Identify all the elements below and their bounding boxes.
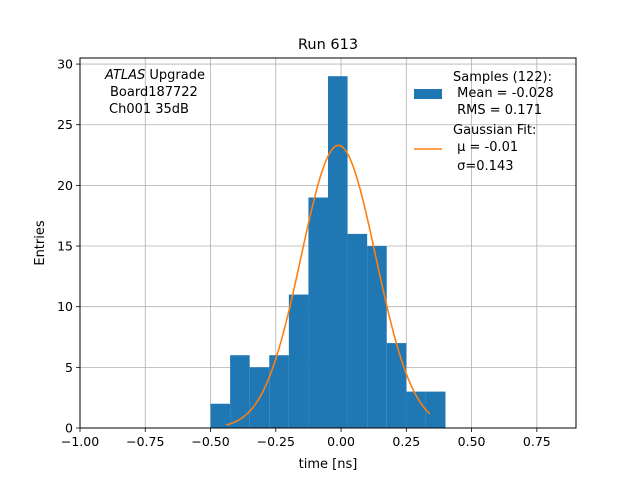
histogram-bar-0: [210, 403, 231, 428]
legend-histogram-line-3: RMS = 0.171: [453, 103, 542, 118]
histogram-bar-10: [406, 391, 426, 428]
y-tick-label-3: 15: [57, 239, 73, 254]
x-tick-label-5: 0.25: [392, 434, 420, 449]
y-tick-label-6: 30: [57, 57, 73, 72]
histogram-bar-9: [386, 343, 407, 428]
histogram-bar-3: [269, 355, 289, 428]
annotation-line-2: Board187722: [110, 85, 198, 100]
x-axis-label: time [ns]: [299, 457, 358, 472]
chart-title: Run 613: [298, 37, 358, 53]
y-tick-label-0: 0: [65, 421, 73, 436]
y-tick-label-5: 25: [57, 117, 73, 132]
x-tick-label-4: 0.00: [327, 434, 355, 449]
histogram-bar-8: [367, 246, 387, 428]
legend-fit-line-3: σ=0.143: [453, 159, 513, 174]
x-tick-label-1: −0.75: [126, 434, 164, 449]
x-tick-label-3: −0.25: [257, 434, 295, 449]
annotation-line-3: Ch001 35dB: [109, 102, 189, 117]
x-tick-label-2: −0.50: [191, 434, 229, 449]
legend: Samples (122): Mean = -0.028 RMS = 0.171…: [414, 70, 554, 174]
gaussian-fit: [225, 144, 431, 426]
annotation-atlas: ATLAS: [104, 68, 145, 83]
y-axis-label: Entries: [33, 220, 48, 266]
histogram-bar-1: [230, 355, 250, 428]
x-tick-label-6: 0.50: [458, 434, 486, 449]
histogram-bar-11: [425, 391, 446, 428]
y-tick-label-2: 10: [57, 299, 73, 314]
legend-histogram-line-1: Samples (122):: [453, 70, 552, 85]
x-tick-label-7: 0.75: [523, 434, 551, 449]
histogram-bars: [210, 76, 446, 429]
legend-fit-line-1: Gaussian Fit:: [453, 123, 536, 138]
histogram-bar-6: [328, 76, 348, 429]
annotation-line-1: ATLAS Upgrade: [104, 68, 205, 83]
y-tick-label-4: 20: [57, 178, 73, 193]
annotation-text: ATLAS Upgrade Board187722 Ch001 35dB: [104, 68, 205, 117]
x-axis-ticks: −1.00 −0.75 −0.50 −0.25 0.00 0.25 0.50 0.75: [61, 428, 551, 449]
legend-histogram-swatch: [414, 89, 442, 99]
y-tick-label-1: 5: [65, 360, 73, 375]
plot-frame: [79, 57, 577, 429]
x-tick-label-0: −1.00: [61, 434, 99, 449]
legend-histogram-line-2: Mean = -0.028: [453, 86, 554, 101]
histogram-bar-4: [288, 294, 309, 428]
histogram-bar-5: [308, 197, 328, 428]
y-axis-ticks: 0 5 10 15 20 25 30: [57, 57, 80, 436]
histogram-bar-7: [347, 233, 368, 428]
legend-fit-line-2: μ = -0.01: [453, 140, 518, 155]
annotation-upgrade: Upgrade: [145, 68, 205, 83]
gaussian-fit-curve: [225, 144, 431, 426]
